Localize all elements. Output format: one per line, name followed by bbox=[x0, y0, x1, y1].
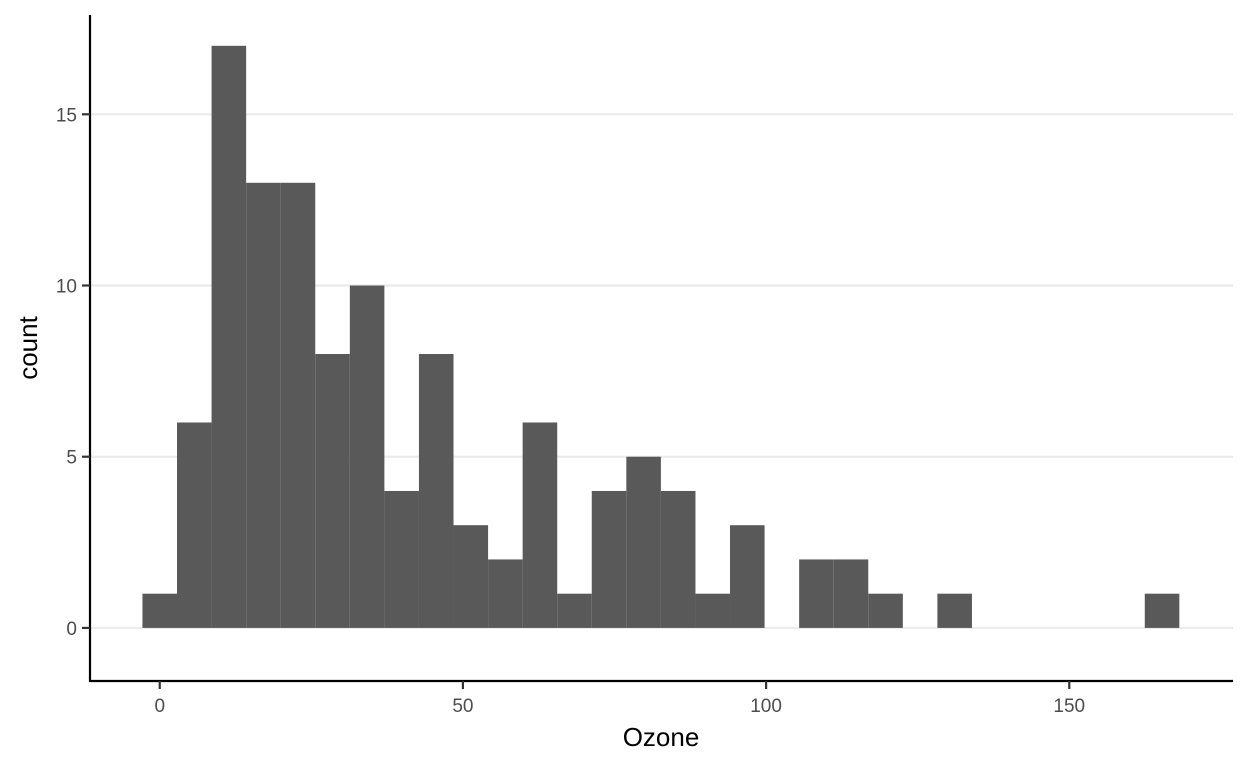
bar-0 bbox=[142, 593, 178, 628]
bar-17 bbox=[730, 525, 765, 628]
x-axis-title: Ozone bbox=[623, 722, 700, 752]
bar-20 bbox=[833, 559, 869, 628]
bar-5 bbox=[315, 353, 350, 628]
bar-29 bbox=[1144, 593, 1180, 628]
bar-1 bbox=[177, 422, 212, 628]
x-tick-label-50: 50 bbox=[452, 696, 473, 717]
x-tick-label-0: 0 bbox=[154, 696, 165, 717]
bar-21 bbox=[868, 593, 903, 628]
histogram-bars bbox=[142, 45, 1180, 628]
x-tick-label-100: 100 bbox=[750, 696, 782, 717]
bar-10 bbox=[488, 559, 523, 628]
bar-7 bbox=[384, 490, 419, 628]
bar-19 bbox=[799, 559, 834, 628]
bar-15 bbox=[660, 490, 696, 628]
tick-marks bbox=[82, 113, 1071, 689]
bar-13 bbox=[591, 490, 627, 628]
bar-4 bbox=[280, 182, 316, 628]
y-tick-label-5: 5 bbox=[66, 448, 77, 469]
y-tick-label-10: 10 bbox=[56, 277, 77, 298]
y-tick-label-0: 0 bbox=[66, 619, 77, 640]
bar-11 bbox=[522, 422, 558, 628]
bar-12 bbox=[557, 593, 592, 628]
y-axis-title: count bbox=[13, 315, 43, 379]
x-tick-label-150: 150 bbox=[1053, 696, 1085, 717]
axes bbox=[88, 15, 1233, 683]
bar-23 bbox=[937, 593, 972, 628]
bar-14 bbox=[626, 456, 661, 628]
y-tick-label-15: 15 bbox=[56, 105, 77, 126]
bar-2 bbox=[211, 45, 247, 628]
bar-8 bbox=[418, 353, 454, 628]
bar-6 bbox=[349, 285, 385, 628]
bar-16 bbox=[695, 593, 731, 628]
bar-3 bbox=[246, 182, 281, 628]
bar-9 bbox=[453, 525, 489, 628]
